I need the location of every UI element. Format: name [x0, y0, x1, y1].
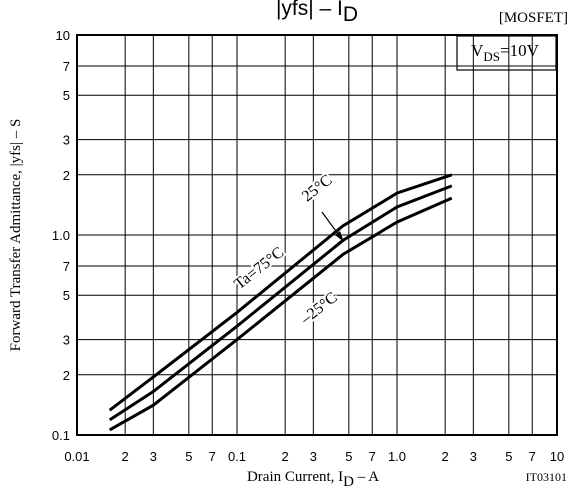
- x-tick-label: 2: [442, 449, 449, 464]
- arrow-head: [335, 231, 344, 242]
- y-tick-label: 0.1: [52, 428, 70, 443]
- x-tick-label: 0.1: [228, 449, 246, 464]
- figure-code: IT03101: [526, 470, 567, 484]
- x-tick-label: 10: [550, 449, 564, 464]
- x-tick-label: 3: [470, 449, 477, 464]
- x-tick-label: 2: [122, 449, 129, 464]
- x-label-rest: – A: [354, 469, 379, 485]
- x-tick-label: 7: [209, 449, 216, 464]
- series-line: [108, 196, 453, 432]
- y-tick-label: 2: [63, 168, 70, 183]
- y-tick-label: 7: [63, 59, 70, 74]
- condition-rest: =10V: [500, 41, 540, 60]
- x-tick-label: 2: [282, 449, 289, 464]
- x-tick-label: 1.0: [388, 449, 406, 464]
- x-tick-label: 0.01: [64, 449, 89, 464]
- x-tick-label: 3: [310, 449, 317, 464]
- y-tick-label: 3: [63, 333, 70, 348]
- x-tick-label: 7: [369, 449, 376, 464]
- x-tick-label: 5: [185, 449, 192, 464]
- x-tick-label: 5: [505, 449, 512, 464]
- y-tick-label: 10: [56, 28, 70, 43]
- x-label-main: Drain Current, I: [247, 469, 343, 485]
- title-main: |yfs| – I: [276, 0, 343, 20]
- title-sub: D: [343, 3, 358, 26]
- y-tick-label: 3: [63, 133, 70, 148]
- x-tick-label: 3: [150, 449, 157, 464]
- chart-title: |yfs| – ID: [276, 0, 358, 26]
- x-label-sub: D: [343, 474, 354, 490]
- x-tick-label: 5: [345, 449, 352, 464]
- y-axis-label: Forward Transfer Admittance, |yfs| – S: [8, 119, 24, 352]
- condition-sub: DS: [483, 49, 500, 64]
- y-tick-label: 2: [63, 368, 70, 383]
- y-tick-label: 7: [63, 259, 70, 274]
- y-tick-label: 5: [63, 88, 70, 103]
- plot-frame: [76, 34, 558, 436]
- x-tick-label: 7: [529, 449, 536, 464]
- condition-main: V: [471, 41, 484, 60]
- series-line: [108, 173, 453, 412]
- y-tick-label: 1.0: [52, 228, 70, 243]
- condition: VDS=10V: [471, 41, 539, 64]
- tag: [MOSFET]: [499, 10, 568, 26]
- series-line: [108, 184, 453, 422]
- x-axis-label: Drain Current, ID – A: [247, 469, 379, 490]
- y-tick-label: 5: [63, 288, 70, 303]
